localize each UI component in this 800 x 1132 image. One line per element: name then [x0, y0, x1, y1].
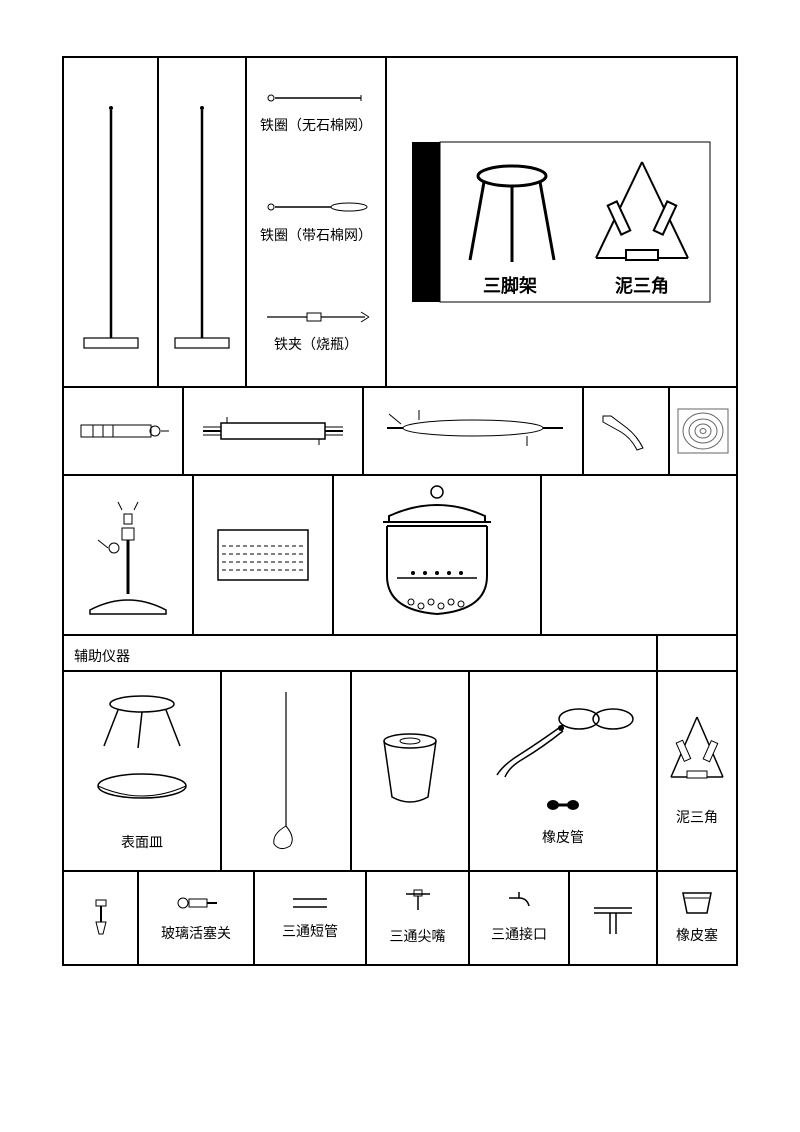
burette-icon [73, 411, 173, 451]
cell-bunsen-burner [63, 475, 193, 635]
three-way-tip-label: 三通尖嘴 [390, 924, 446, 949]
cell-water-bath [193, 475, 333, 635]
auxiliary-header-label: 辅助仪器 [74, 644, 130, 669]
rubber-stopper-icon [677, 887, 717, 919]
cell-iron-stand-1 [63, 57, 158, 387]
clay-triangle-label-2: 泥三角 [676, 805, 718, 830]
watch-glass-label: 表面皿 [121, 830, 163, 855]
auxiliary-header: 辅助仪器 [63, 635, 657, 671]
iron-clamp-flask-label: 铁夹（烧瓶） [274, 332, 358, 357]
crucible-icon [370, 721, 450, 821]
glass-stopcock-label: 玻璃活塞关 [161, 921, 231, 946]
three-way-joint-icon [499, 888, 539, 918]
desiccator-icon [357, 480, 517, 630]
bunsen-burner-icon [78, 490, 178, 620]
cell-adapter [583, 387, 669, 475]
tripod-triangle-photo-icon: 三脚架 泥三角 [402, 122, 722, 322]
iron-ring-no-gauze-label: 铁圈（无石棉网） [260, 113, 372, 138]
iron-ring-no-gauze: 铁圈（无石棉网） [247, 58, 385, 167]
cell-rubber-stopper: 橡皮塞 [657, 871, 737, 965]
cell-three-way-tip: 三通尖嘴 [366, 871, 469, 965]
iron-ring-gauze-label: 铁圈（带石棉网） [260, 223, 372, 248]
cell-three-way-short: 三通短管 [254, 871, 366, 965]
cell-crucible [351, 671, 469, 871]
equipment-table: 铁圈（无石棉网） 铁圈（带石棉网） [62, 56, 738, 966]
tee-icon [588, 898, 638, 938]
iron-ring-gauze: 铁圈（带石棉网） [247, 167, 385, 276]
cell-wire-gauze [669, 387, 737, 475]
condenser-liebig-icon [373, 406, 573, 456]
cell-glass-stopcock: 玻璃活塞关 [138, 871, 254, 965]
iron-ring-gauze-icon [261, 195, 371, 219]
watch-glass-icon [82, 686, 202, 826]
cell-tee [569, 871, 657, 965]
condenser-straight-icon [193, 411, 353, 451]
rubber-tube-label: 橡皮管 [542, 825, 584, 850]
iron-clamp-flask: 铁夹（烧瓶） [247, 277, 385, 386]
spoon-icon [256, 686, 316, 856]
cell-screw-clamp [63, 871, 138, 965]
adapter-icon [591, 406, 661, 456]
screw-clamp-icon [86, 896, 116, 940]
cell-empty-2 [657, 635, 737, 671]
cell-condenser-straight [183, 387, 363, 475]
tripod-label: 三脚架 [483, 275, 537, 296]
water-bath-icon [208, 520, 318, 590]
three-way-joint-label: 三通接口 [491, 922, 547, 947]
page: 铁圈（无石棉网） 铁圈（带石棉网） [0, 0, 800, 1132]
clay-triangle-label: 泥三角 [615, 275, 669, 296]
cell-rubber-tube: 橡皮管 [469, 671, 657, 871]
three-way-tip-icon [398, 886, 438, 920]
iron-stand-icon [76, 92, 146, 352]
three-way-short-label: 三通短管 [282, 919, 338, 944]
rubber-tube-icon [483, 691, 643, 821]
cell-condenser-liebig [363, 387, 583, 475]
cell-desiccator [333, 475, 541, 635]
glass-stopcock-icon [171, 889, 221, 917]
iron-ring-no-gauze-icon [261, 87, 371, 109]
cell-burette [63, 387, 183, 475]
iron-stand-icon-2 [167, 92, 237, 352]
cell-three-way-joint: 三通接口 [469, 871, 569, 965]
cell-spoon [221, 671, 351, 871]
cell-iron-stand-2 [158, 57, 246, 387]
wire-gauze-icon [674, 405, 732, 457]
cell-watch-glass: 表面皿 [63, 671, 221, 871]
cell-clay-triangle-2: 泥三角 [657, 671, 737, 871]
rubber-stopper-label: 橡皮塞 [676, 923, 718, 948]
cell-rings-clamps: 铁圈（无石棉网） 铁圈（带石棉网） [246, 57, 386, 387]
cell-empty-1 [541, 475, 737, 635]
iron-clamp-flask-icon [261, 306, 371, 328]
three-way-short-icon [285, 891, 335, 915]
clay-triangle-icon [665, 711, 729, 801]
cell-tripod-triangle: 三脚架 泥三角 [386, 57, 737, 387]
